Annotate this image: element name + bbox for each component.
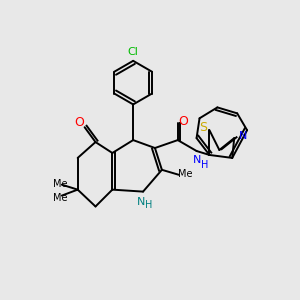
- Text: H: H: [201, 160, 208, 170]
- Text: H: H: [145, 200, 153, 211]
- Text: Me: Me: [52, 179, 67, 189]
- Text: Me: Me: [178, 169, 193, 179]
- Text: O: O: [75, 116, 85, 129]
- Text: S: S: [200, 121, 208, 134]
- Text: N: N: [194, 155, 202, 165]
- Text: O: O: [178, 115, 188, 128]
- Text: Me: Me: [52, 193, 67, 202]
- Text: N: N: [137, 196, 145, 206]
- Text: N: N: [239, 131, 247, 141]
- Text: Cl: Cl: [128, 47, 139, 57]
